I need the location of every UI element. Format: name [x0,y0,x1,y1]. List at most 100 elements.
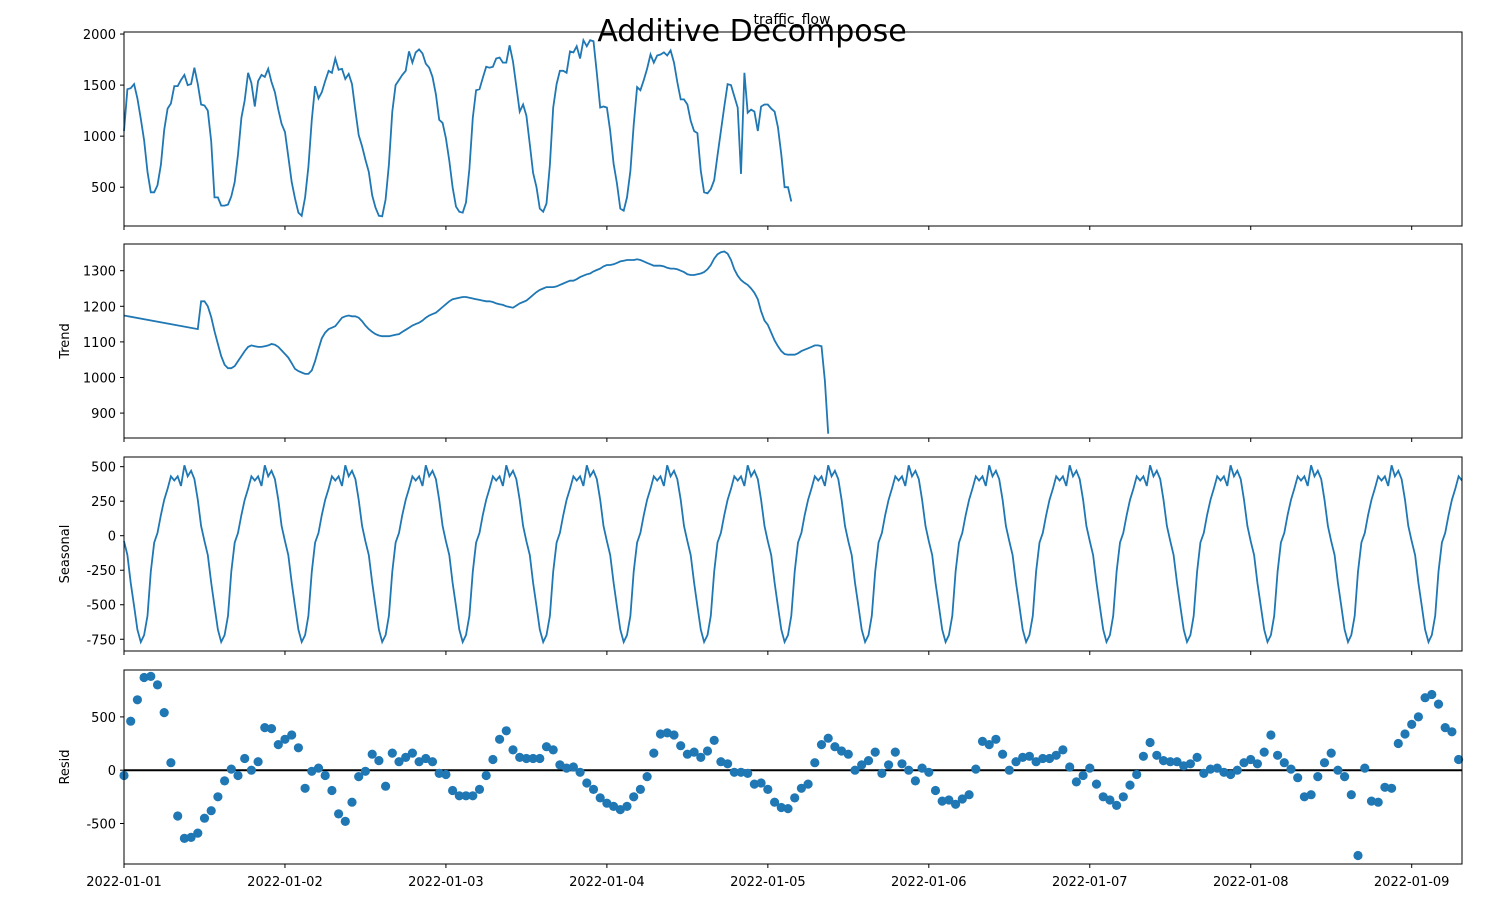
x-tick-label: 2022-01-06 [891,875,967,890]
resid-point [877,768,887,779]
resid-point [508,745,518,755]
resid-point [1152,750,1162,760]
resid-point [1407,719,1417,730]
resid-point [1212,763,1222,773]
resid-point [1279,758,1289,768]
resid-point [562,763,572,773]
y-tick-label: 1300 [83,265,116,280]
y-tick-label: 500 [91,461,116,476]
resid-point [320,770,330,781]
y-tick-label: 0 [108,764,116,779]
resid-point [890,747,900,757]
resid-point [387,748,397,758]
resid-point [910,776,921,786]
resid-point [1199,768,1209,779]
resid-point [790,793,800,803]
resid-point [843,749,853,759]
resid-point [327,785,337,796]
resid-point [253,757,263,767]
resid-point [1266,730,1276,740]
resid-point [293,743,303,753]
resid-point [575,767,585,777]
x-tick-label: 2022-01-01 [86,875,162,890]
resid-point [957,794,967,804]
resid-point [729,767,739,777]
x-tick-label: 2022-01-04 [569,875,645,890]
resid-point [481,770,491,781]
y-tick-label: 900 [91,407,116,422]
resid-point [1158,756,1169,766]
resid-point [1071,777,1081,787]
resid-point [334,809,344,819]
resid-point [1440,723,1450,733]
resid-point [763,784,773,795]
y-tick-label: 1200 [83,300,116,315]
resid-point [226,764,236,774]
resid-point [287,730,297,740]
resid-point [676,741,686,751]
resid-point [528,753,538,764]
resid-point [1172,757,1182,767]
resid-point [454,791,464,801]
y-tick-label: 1100 [83,336,116,351]
resid-point [1105,795,1115,805]
resid-point [816,740,827,750]
observed-line [123,37,793,218]
resid-y-axis: -500 0 500 [86,711,124,832]
trend-line [123,250,830,434]
resid-ylabel: Resid [58,749,73,784]
resid-point [709,735,719,746]
resid-point [354,772,364,782]
y-tick-label: 1000 [83,130,116,145]
resid-point [441,769,451,780]
resid-point [300,783,310,793]
resid-point [991,734,1001,744]
resid-point [394,757,404,767]
resid-point [152,680,163,690]
resid-point [1326,748,1336,758]
resid-point [1273,750,1283,760]
resid-point [1286,764,1296,774]
y-tick-label: 500 [91,711,116,726]
resid-point [1319,758,1330,768]
resid-point [803,779,813,789]
observed-frame [123,31,1463,227]
resid-point [1118,792,1128,802]
y-tick-label: 1000 [83,371,116,386]
resid-point [427,757,438,767]
resid-point [756,778,766,788]
resid-point [1051,750,1061,760]
resid-point [830,742,840,752]
resid-point [1058,745,1068,755]
resid-point [823,733,833,743]
resid-point [964,790,974,800]
resid-point [998,749,1008,759]
resid-point [401,752,411,763]
resid-point [1306,790,1316,800]
resid-point [857,760,867,770]
x-tick-label: 2022-01-07 [1052,875,1128,890]
y-tick-label: -500 [86,817,116,832]
seasonal-panel: Seasonal -750 -500 -250 0 250 500 [58,456,1463,655]
resid-point [468,791,478,801]
seasonal-y-axis: -750 -500 -250 0 250 500 [86,461,124,648]
resid-point [649,748,659,758]
resid-point [951,799,961,809]
resid-point [374,756,384,766]
resid-point [1433,699,1444,709]
resid-point [206,806,216,816]
y-tick-label: 500 [91,181,116,196]
resid-point [360,766,370,776]
x-tick-label: 2022-01-09 [1374,875,1450,890]
resid-point [783,804,793,814]
resid-point [1078,770,1088,781]
resid-point [1024,751,1034,761]
resid-point [132,695,142,705]
resid-point [944,795,954,805]
resid-point [461,791,471,801]
resid-point [723,759,733,769]
resid-point [863,756,874,766]
resid-point [193,828,203,838]
resid-point [884,760,894,770]
